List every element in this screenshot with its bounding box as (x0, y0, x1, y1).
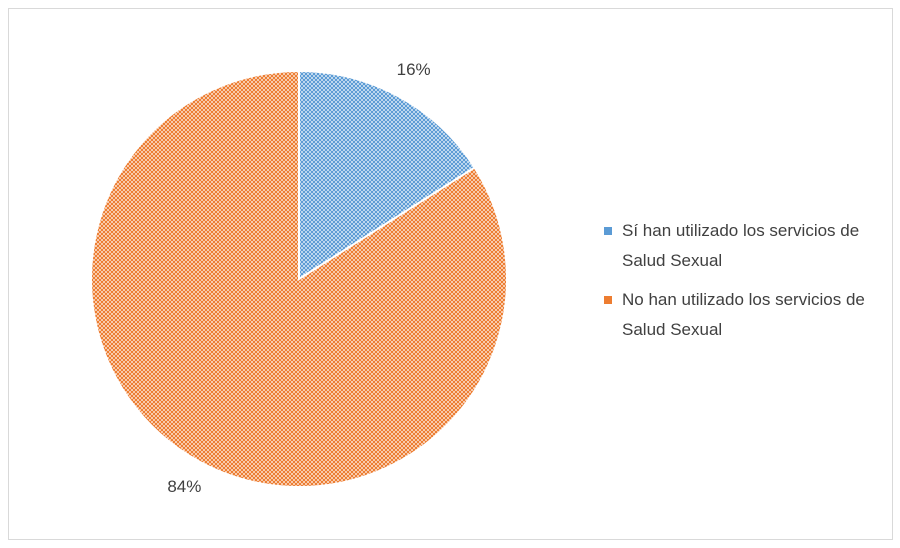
pie-slice (298, 69, 477, 281)
legend-item: No han utilizado los servicios de Salud … (604, 285, 889, 345)
pie-slice (90, 69, 508, 488)
legend-label: Sí han utilizado los servicios de Salud … (622, 221, 860, 270)
chart-border (8, 8, 893, 540)
data-label: 84% (167, 477, 201, 496)
legend-swatch (604, 227, 612, 235)
legend-swatch (604, 296, 612, 304)
legend-label: No han utilizado los servicios de Salud … (622, 290, 865, 339)
data-label: 16% (397, 60, 431, 79)
legend-item: Sí han utilizado los servicios de Salud … (604, 216, 889, 276)
